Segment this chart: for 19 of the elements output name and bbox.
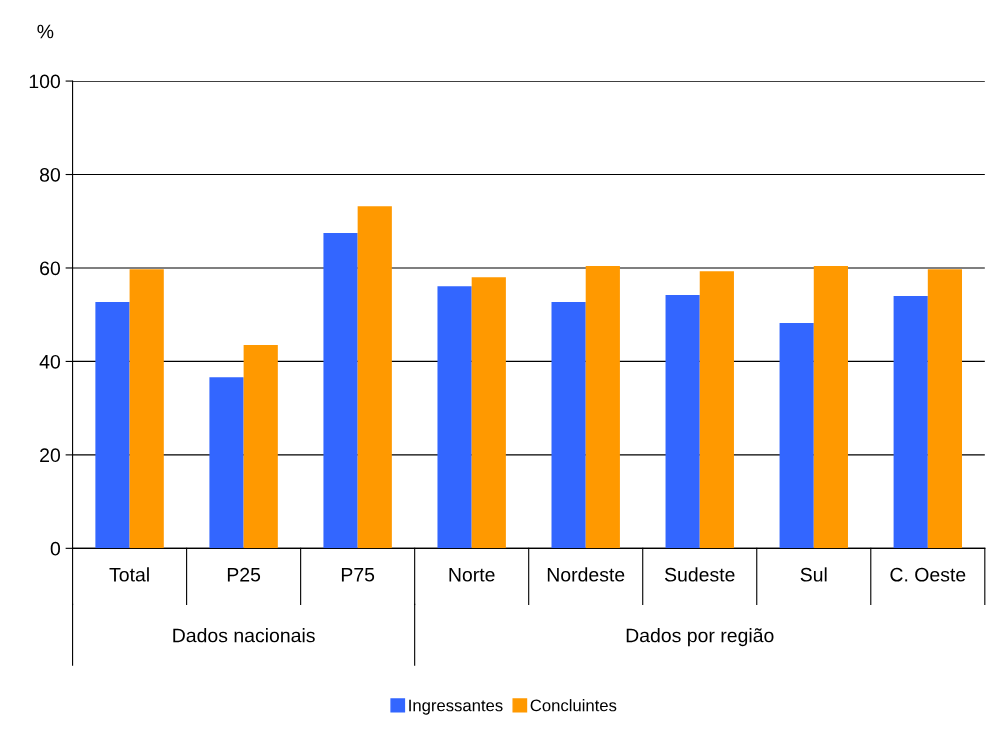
text: Dados por região — [626, 628, 774, 647]
y-tick-label: 40 — [39, 354, 61, 369]
y-tick-label: 100 — [29, 74, 61, 89]
y-tick-label: 20 — [40, 448, 61, 463]
x-tick-label: Nordeste — [547, 567, 625, 582]
legend-label: Ingressantes — [409, 699, 503, 715]
y-tick-label: 0 — [50, 541, 61, 556]
x-tick-label: P25 — [227, 567, 261, 582]
x-tick-label: Total — [109, 567, 149, 582]
x-tick-label: P75 — [341, 568, 375, 582]
y-tick-label: 80 — [39, 167, 61, 182]
x-tick-label: Sul — [800, 567, 827, 582]
x-tick-label: C. Oeste — [890, 567, 966, 582]
x-tick-label: Norte — [449, 568, 495, 582]
text: Dados nacionais — [173, 628, 315, 643]
y-tick-label: 60 — [40, 261, 61, 276]
legend-label: Concluintes — [530, 699, 617, 712]
y-axis-title: % — [37, 24, 54, 39]
x-tick-label: Sudeste — [664, 567, 735, 582]
